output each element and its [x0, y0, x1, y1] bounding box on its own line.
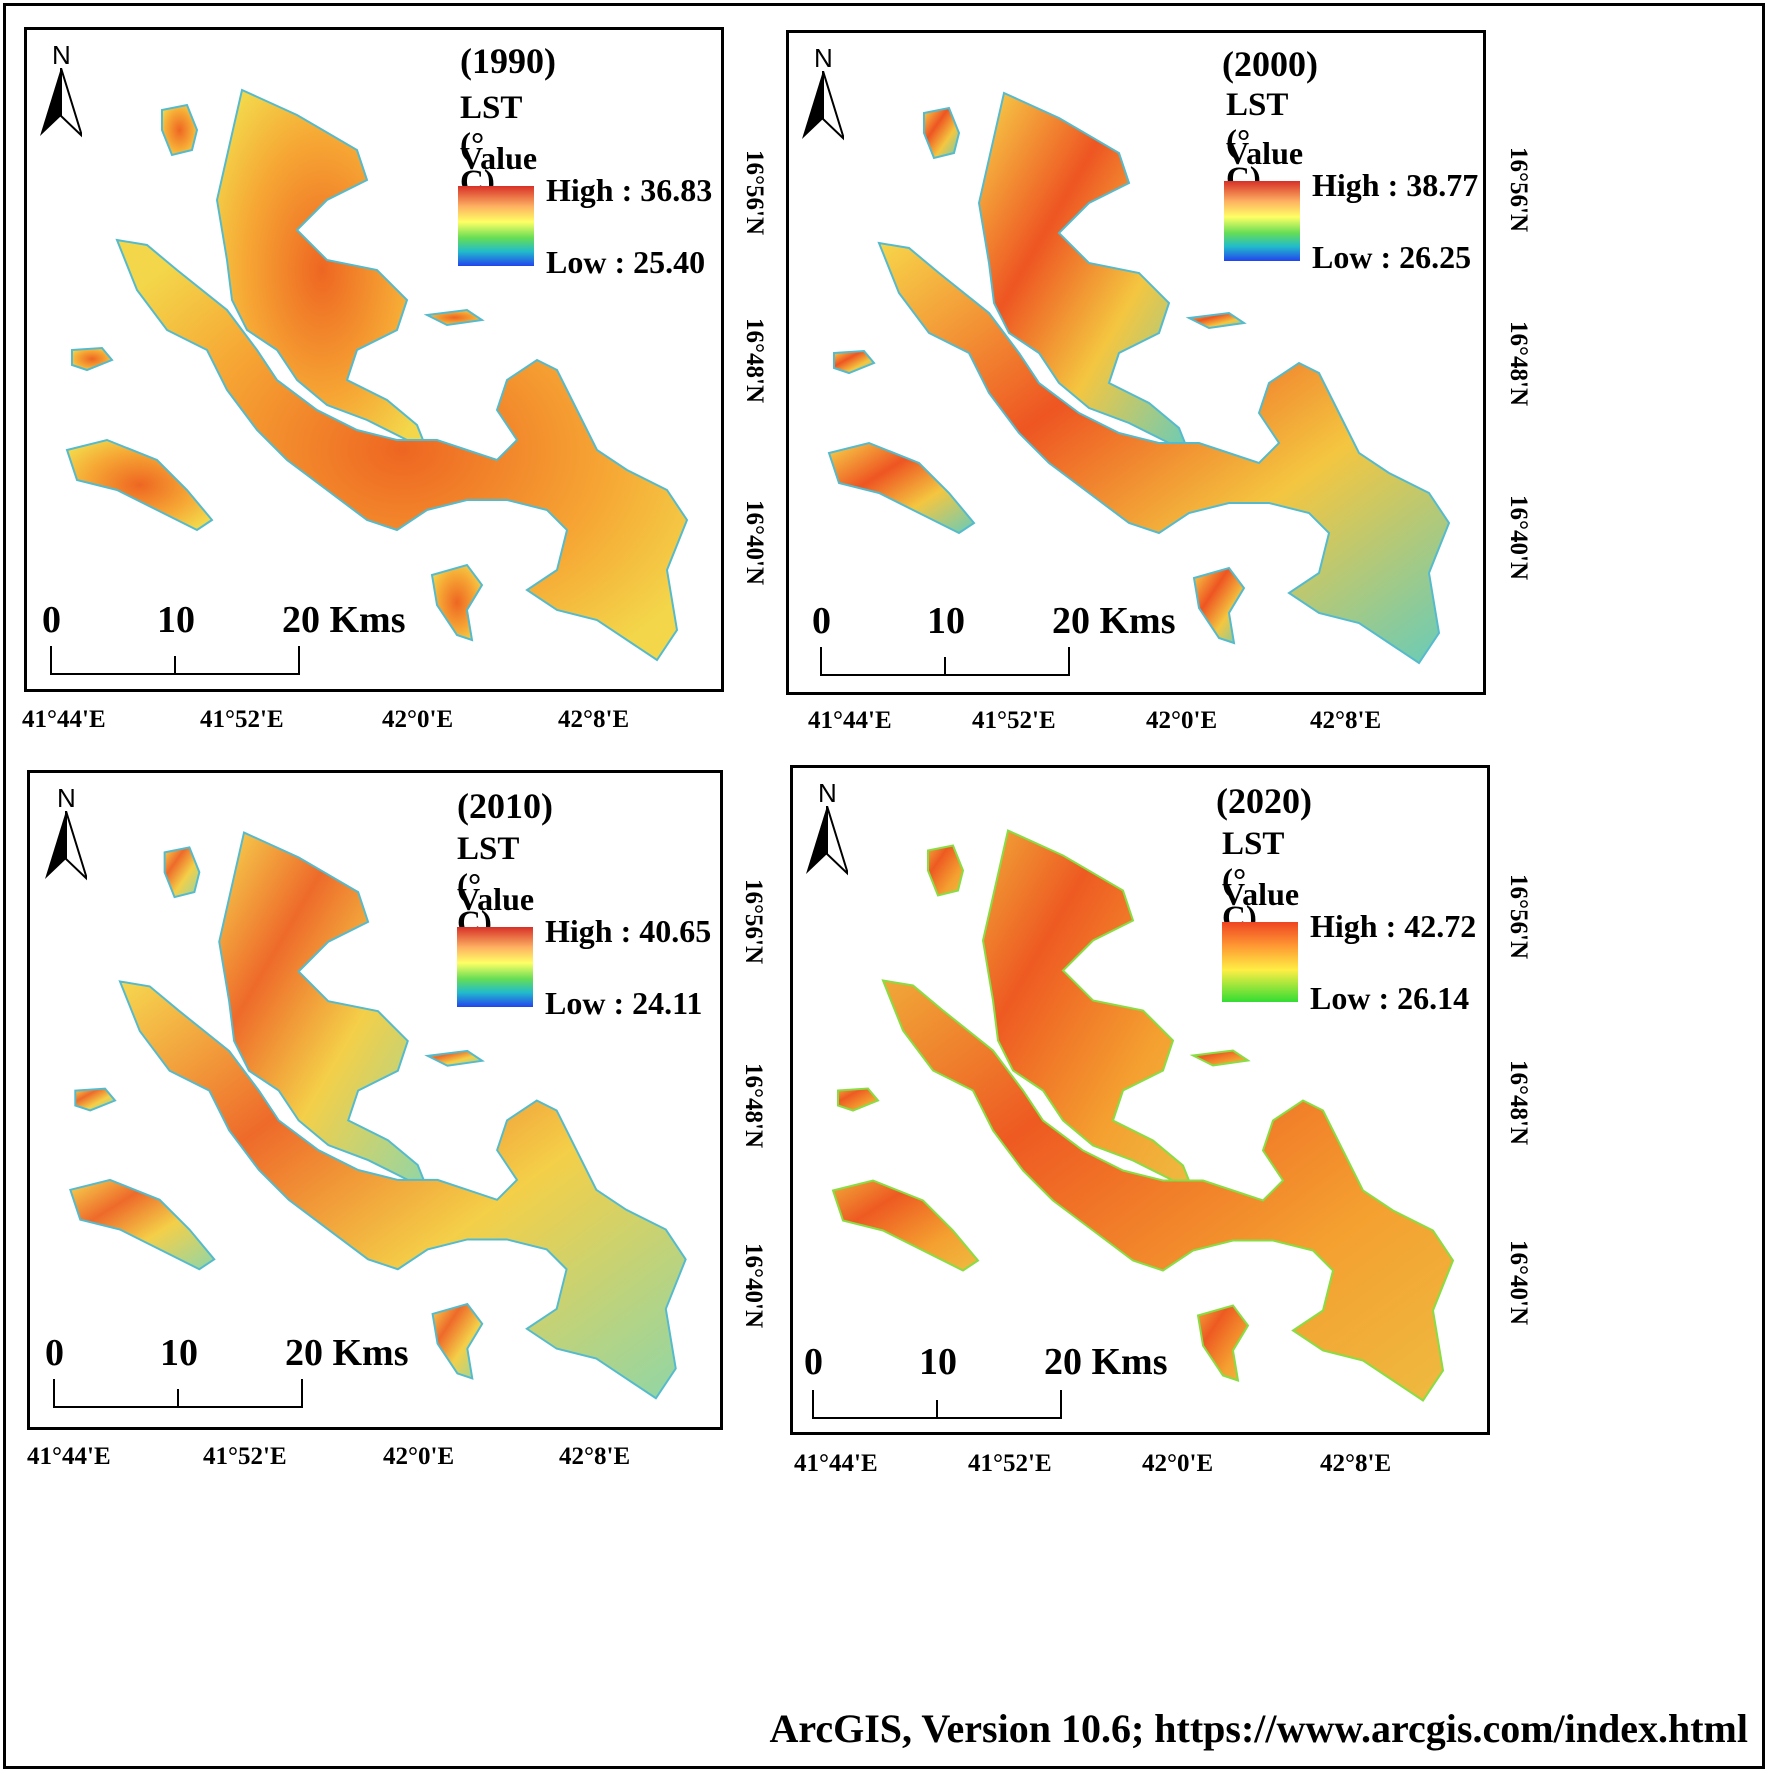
scale-label-20: 20 Kms	[285, 1332, 409, 1374]
lon-label: 41°44'E	[22, 706, 106, 733]
scale-bar	[812, 1390, 1062, 1419]
lst-map	[832, 829, 1454, 1402]
north-arrow-icon	[45, 811, 87, 881]
year-title: (1990)	[460, 41, 556, 81]
lat-label: 16°56'N	[740, 879, 767, 964]
scale-label-20: 20 Kms	[282, 599, 406, 641]
year-title: (2000)	[1222, 44, 1318, 84]
legend-high: High : 40.65	[545, 913, 712, 949]
lat-label: 16°40'N	[740, 1243, 767, 1328]
value-label: Value	[1222, 876, 1300, 912]
north-label: N	[814, 43, 833, 73]
north-arrow-icon	[40, 68, 82, 138]
legend-high: High : 36.83	[546, 172, 713, 208]
legend-color-ramp	[1222, 922, 1298, 1002]
north-label: N	[818, 778, 837, 808]
lon-label: 41°52'E	[203, 1443, 287, 1470]
lon-label: 41°52'E	[968, 1450, 1052, 1477]
north-label: N	[52, 40, 71, 70]
lat-label: 16°40'N	[1505, 495, 1532, 580]
year-title: (2020)	[1216, 781, 1312, 821]
scale-label-10: 10	[927, 600, 965, 642]
scale-label-0: 0	[804, 1341, 823, 1383]
lat-label: 16°48'N	[740, 1063, 767, 1148]
lon-label: 41°52'E	[200, 706, 284, 733]
lat-label: 16°48'N	[1505, 321, 1532, 406]
lst-map	[828, 92, 1450, 664]
scale-label-10: 10	[157, 599, 195, 641]
lon-label: 42°0'E	[1146, 707, 1218, 734]
scale-label-20: 20 Kms	[1044, 1341, 1168, 1383]
legend-low: Low : 25.40	[546, 244, 706, 280]
legend-high: High : 38.77	[1312, 167, 1479, 203]
lat-label: 16°56'N	[1505, 874, 1532, 959]
scale-label-10: 10	[919, 1341, 957, 1383]
lon-label: 42°0'E	[1142, 1450, 1214, 1477]
scale-label-0: 0	[45, 1332, 64, 1374]
lon-label: 42°0'E	[383, 1443, 455, 1470]
lon-label: 41°44'E	[27, 1443, 111, 1470]
lst-map	[66, 89, 688, 661]
lst-label: LST (° C)	[1222, 826, 1284, 936]
lon-label: 42°8'E	[559, 1443, 631, 1470]
north-arrow-icon	[802, 71, 844, 141]
scale-bar	[820, 647, 1070, 676]
map-frame	[24, 27, 724, 692]
lat-label: 16°56'N	[1505, 147, 1532, 232]
value-label: Value	[460, 140, 538, 176]
legend-low: Low : 26.25	[1312, 239, 1472, 275]
legend-color-ramp	[458, 186, 534, 266]
lat-label: 16°48'N	[1505, 1060, 1532, 1145]
lat-label: 16°48'N	[741, 318, 768, 403]
legend-low: Low : 24.11	[545, 985, 703, 1021]
scale-label-0: 0	[812, 600, 831, 642]
lat-label: 16°56'N	[741, 150, 768, 235]
map-frame	[786, 30, 1486, 695]
scale-bar	[50, 646, 300, 675]
legend-color-ramp	[1224, 181, 1300, 261]
source-credit: ArcGIS, Version 10.6; https://www.arcgis…	[769, 1706, 1748, 1751]
scale-label-20: 20 Kms	[1052, 600, 1176, 642]
figure-border	[3, 3, 1765, 1769]
legend-low: Low : 26.14	[1310, 980, 1470, 1016]
scale-label-0: 0	[42, 599, 61, 641]
lon-label: 42°8'E	[1320, 1450, 1392, 1477]
lat-label: 16°40'N	[1505, 1240, 1532, 1325]
value-label: Value	[457, 881, 535, 917]
scale-label-10: 10	[160, 1332, 198, 1374]
map-frame	[27, 770, 723, 1430]
lon-label: 42°0'E	[382, 706, 454, 733]
legend-color-ramp	[457, 927, 533, 1007]
lon-label: 41°52'E	[972, 707, 1056, 734]
north-label: N	[57, 783, 76, 813]
lon-label: 41°44'E	[794, 1450, 878, 1477]
lon-label: 41°44'E	[808, 707, 892, 734]
lon-label: 42°8'E	[558, 706, 630, 733]
map-frame	[790, 765, 1490, 1435]
lon-label: 42°8'E	[1310, 707, 1382, 734]
scale-bar	[53, 1379, 303, 1408]
north-arrow-icon	[806, 806, 848, 876]
legend-high: High : 42.72	[1310, 908, 1477, 944]
lat-label: 16°40'N	[741, 500, 768, 585]
value-label: Value	[1226, 135, 1304, 171]
year-title: (2010)	[457, 786, 553, 826]
